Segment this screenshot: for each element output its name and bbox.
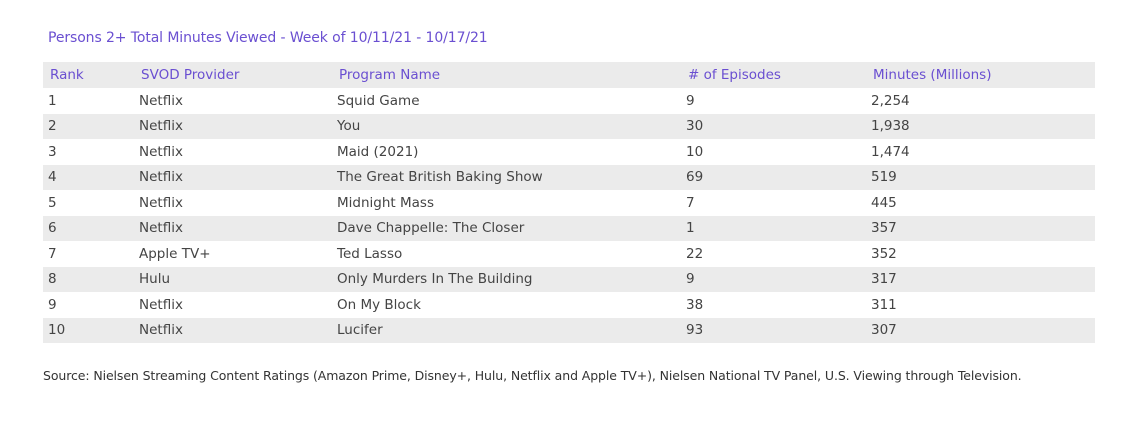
cell-rank: 10	[43, 317, 134, 343]
cell-program: Midnight Mass	[332, 190, 681, 216]
cell-episodes: 22	[681, 241, 866, 267]
table-row: 7 Apple TV+ Ted Lasso 22 352	[43, 241, 1095, 267]
cell-provider: Netflix	[134, 317, 332, 343]
cell-episodes: 93	[681, 317, 866, 343]
table-row: 5 Netflix Midnight Mass 7 445	[43, 190, 1095, 216]
cell-provider: Netflix	[134, 215, 332, 241]
cell-provider: Netflix	[134, 139, 332, 165]
ratings-table: Rank SVOD Provider Program Name # of Epi…	[43, 62, 1095, 343]
cell-program: Lucifer	[332, 317, 681, 343]
cell-minutes: 311	[866, 292, 1095, 318]
cell-rank: 9	[43, 292, 134, 318]
cell-episodes: 9	[681, 266, 866, 292]
table-title: Persons 2+ Total Minutes Viewed - Week o…	[48, 30, 488, 46]
cell-minutes: 1,938	[866, 113, 1095, 139]
header-row: Rank SVOD Provider Program Name # of Epi…	[43, 62, 1095, 88]
cell-provider: Netflix	[134, 88, 332, 114]
table-row: 4 Netflix The Great British Baking Show 69 5…	[43, 164, 1095, 190]
cell-rank: 6	[43, 215, 134, 241]
table-row: 6 Netflix Dave Chappelle: The Closer 1 357	[43, 215, 1095, 241]
cell-program: Squid Game	[332, 88, 681, 114]
cell-episodes: 38	[681, 292, 866, 318]
table-row: 1 Netflix Squid Game 9 2,254	[43, 88, 1095, 114]
table-row: 10 Netflix Lucifer 93 307	[43, 317, 1095, 343]
cell-program: On My Block	[332, 292, 681, 318]
cell-program: Dave Chappelle: The Closer	[332, 215, 681, 241]
cell-episodes: 9	[681, 88, 866, 114]
header-minutes: Minutes (Millions)	[866, 62, 1095, 88]
header-rank: Rank	[43, 62, 134, 88]
cell-provider: Netflix	[134, 292, 332, 318]
cell-minutes: 317	[866, 266, 1095, 292]
cell-provider: Netflix	[134, 164, 332, 190]
table-row: 3 Netflix Maid (2021) 10 1,474	[43, 139, 1095, 165]
cell-rank: 3	[43, 139, 134, 165]
cell-program: Maid (2021)	[332, 139, 681, 165]
cell-minutes: 519	[866, 164, 1095, 190]
table-body: 1 Netflix Squid Game 9 2,254 2 Netflix You 30 1,9…	[43, 88, 1095, 343]
cell-episodes: 10	[681, 139, 866, 165]
cell-program: Ted Lasso	[332, 241, 681, 267]
cell-episodes: 30	[681, 113, 866, 139]
cell-program: You	[332, 113, 681, 139]
cell-provider: Apple TV+	[134, 241, 332, 267]
cell-rank: 2	[43, 113, 134, 139]
cell-minutes: 307	[866, 317, 1095, 343]
cell-provider: Netflix	[134, 190, 332, 216]
header-program: Program Name	[332, 62, 681, 88]
header-episodes: # of Episodes	[681, 62, 866, 88]
cell-provider: Hulu	[134, 266, 332, 292]
cell-rank: 8	[43, 266, 134, 292]
table-row: 8 Hulu Only Murders In The Building 9 317	[43, 266, 1095, 292]
header-provider: SVOD Provider	[134, 62, 332, 88]
cell-provider: Netflix	[134, 113, 332, 139]
source-note: Source: Nielsen Streaming Content Rating…	[43, 368, 1022, 383]
cell-rank: 5	[43, 190, 134, 216]
cell-minutes: 2,254	[866, 88, 1095, 114]
cell-program: The Great British Baking Show	[332, 164, 681, 190]
cell-rank: 4	[43, 164, 134, 190]
table-row: 9 Netflix On My Block 38 311	[43, 292, 1095, 318]
cell-episodes: 1	[681, 215, 866, 241]
cell-minutes: 445	[866, 190, 1095, 216]
cell-rank: 7	[43, 241, 134, 267]
table-row: 2 Netflix You 30 1,938	[43, 113, 1095, 139]
cell-minutes: 357	[866, 215, 1095, 241]
cell-episodes: 7	[681, 190, 866, 216]
cell-episodes: 69	[681, 164, 866, 190]
cell-rank: 1	[43, 88, 134, 114]
cell-minutes: 1,474	[866, 139, 1095, 165]
cell-minutes: 352	[866, 241, 1095, 267]
cell-program: Only Murders In The Building	[332, 266, 681, 292]
